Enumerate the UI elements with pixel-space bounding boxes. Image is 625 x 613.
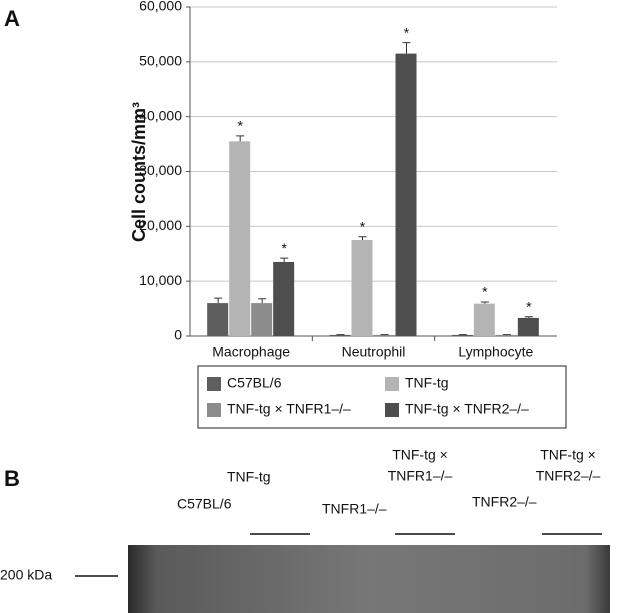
significance-mark: * bbox=[404, 24, 410, 40]
lane-label: TNFR1–/– bbox=[388, 468, 453, 484]
bar bbox=[207, 303, 229, 336]
significance-mark: * bbox=[281, 240, 287, 256]
panel-label: B bbox=[4, 466, 20, 491]
y-tick-label: 20,000 bbox=[139, 217, 182, 233]
y-tick-label: 50,000 bbox=[139, 53, 182, 69]
lane-label: C57BL/6 bbox=[177, 496, 232, 512]
marker-label: 200 kDa bbox=[0, 567, 52, 583]
y-tick-label: 10,000 bbox=[139, 272, 182, 288]
legend-swatch bbox=[207, 403, 221, 417]
bar bbox=[451, 334, 473, 336]
error-bar bbox=[236, 135, 245, 142]
bar bbox=[373, 334, 395, 336]
legend-label: TNF-tg × TNFR1–/– bbox=[227, 401, 351, 417]
error-bar bbox=[214, 297, 223, 304]
error-bar bbox=[280, 257, 289, 262]
significance-mark: * bbox=[526, 299, 532, 315]
error-bar bbox=[258, 298, 267, 304]
legend-swatch bbox=[207, 377, 221, 391]
y-axis-label: Cell counts/mm³ bbox=[129, 102, 149, 242]
y-tick-label: 30,000 bbox=[139, 162, 182, 178]
x-tick-label: Lymphocyte bbox=[458, 344, 533, 360]
legend-label: TNF-tg × TNFR2–/– bbox=[405, 401, 529, 417]
legend-box bbox=[197, 365, 567, 429]
legend-swatch bbox=[385, 403, 399, 417]
x-tick-label: Macrophage bbox=[212, 344, 290, 360]
bar bbox=[329, 334, 351, 336]
x-tick-label: Neutrophil bbox=[342, 344, 406, 360]
lane-label: TNF-tg bbox=[227, 469, 271, 485]
lane-label: TNFR1–/– bbox=[322, 501, 387, 517]
bar bbox=[229, 141, 251, 336]
bar bbox=[517, 317, 539, 336]
y-tick-label: 40,000 bbox=[139, 107, 182, 123]
lane-label: TNF-tg × bbox=[392, 447, 448, 463]
bar bbox=[251, 303, 273, 336]
legend-label: TNF-tg bbox=[405, 375, 449, 391]
error-bar bbox=[402, 42, 411, 54]
lane-label: TNFR2–/– bbox=[536, 468, 601, 484]
bar bbox=[351, 240, 373, 336]
significance-mark: * bbox=[482, 284, 488, 300]
bar bbox=[395, 53, 417, 336]
gel-image bbox=[128, 545, 610, 613]
bar bbox=[473, 303, 495, 336]
error-bar bbox=[524, 316, 533, 318]
y-tick-label: 60,000 bbox=[139, 0, 182, 14]
error-bar bbox=[480, 301, 489, 304]
bar bbox=[495, 334, 517, 336]
legend-label: C57BL/6 bbox=[227, 375, 282, 391]
significance-mark: * bbox=[360, 218, 366, 234]
bar bbox=[273, 261, 295, 336]
lane-label: TNF-tg × bbox=[540, 447, 596, 463]
error-bar bbox=[358, 236, 367, 241]
y-tick-label: 0 bbox=[174, 327, 182, 343]
lane-label: TNFR2–/– bbox=[472, 494, 537, 510]
significance-mark: * bbox=[237, 118, 243, 134]
legend-swatch bbox=[385, 377, 399, 391]
panel-label: A bbox=[4, 6, 20, 31]
